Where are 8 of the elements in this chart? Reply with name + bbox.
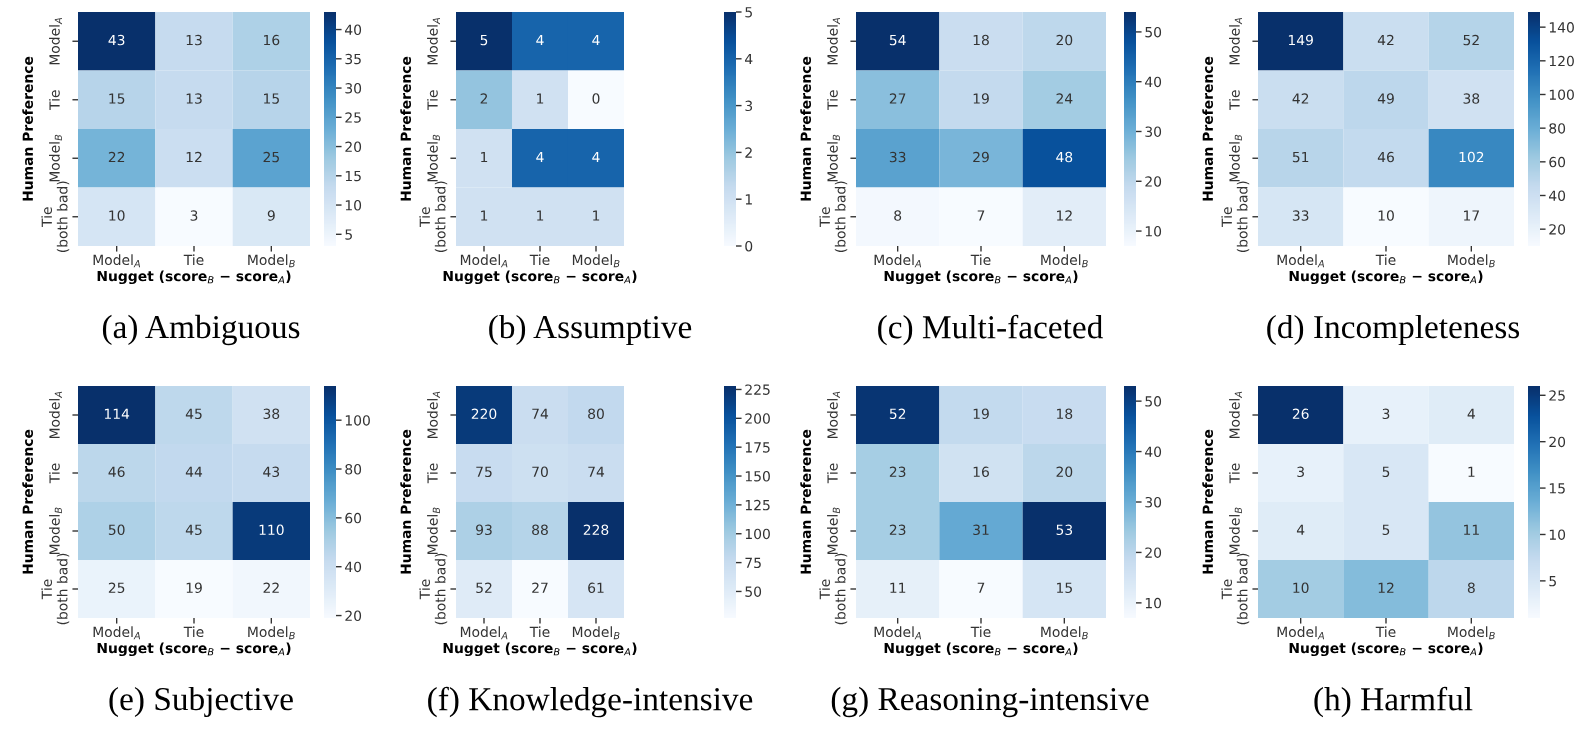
text: (d) Incompleteness <box>1267 314 1520 346</box>
text: (e) Subjective <box>109 686 293 718</box>
text: (f) Knowledge-intensive <box>428 686 753 718</box>
text: (b) Assumptive <box>489 314 692 346</box>
text: (c) Multi-faceted <box>878 314 1103 346</box>
text: (h) Harmful <box>1314 686 1473 718</box>
text: (g) Reasoning-intensive <box>831 686 1149 718</box>
text: (a) Ambiguous <box>102 314 300 346</box>
